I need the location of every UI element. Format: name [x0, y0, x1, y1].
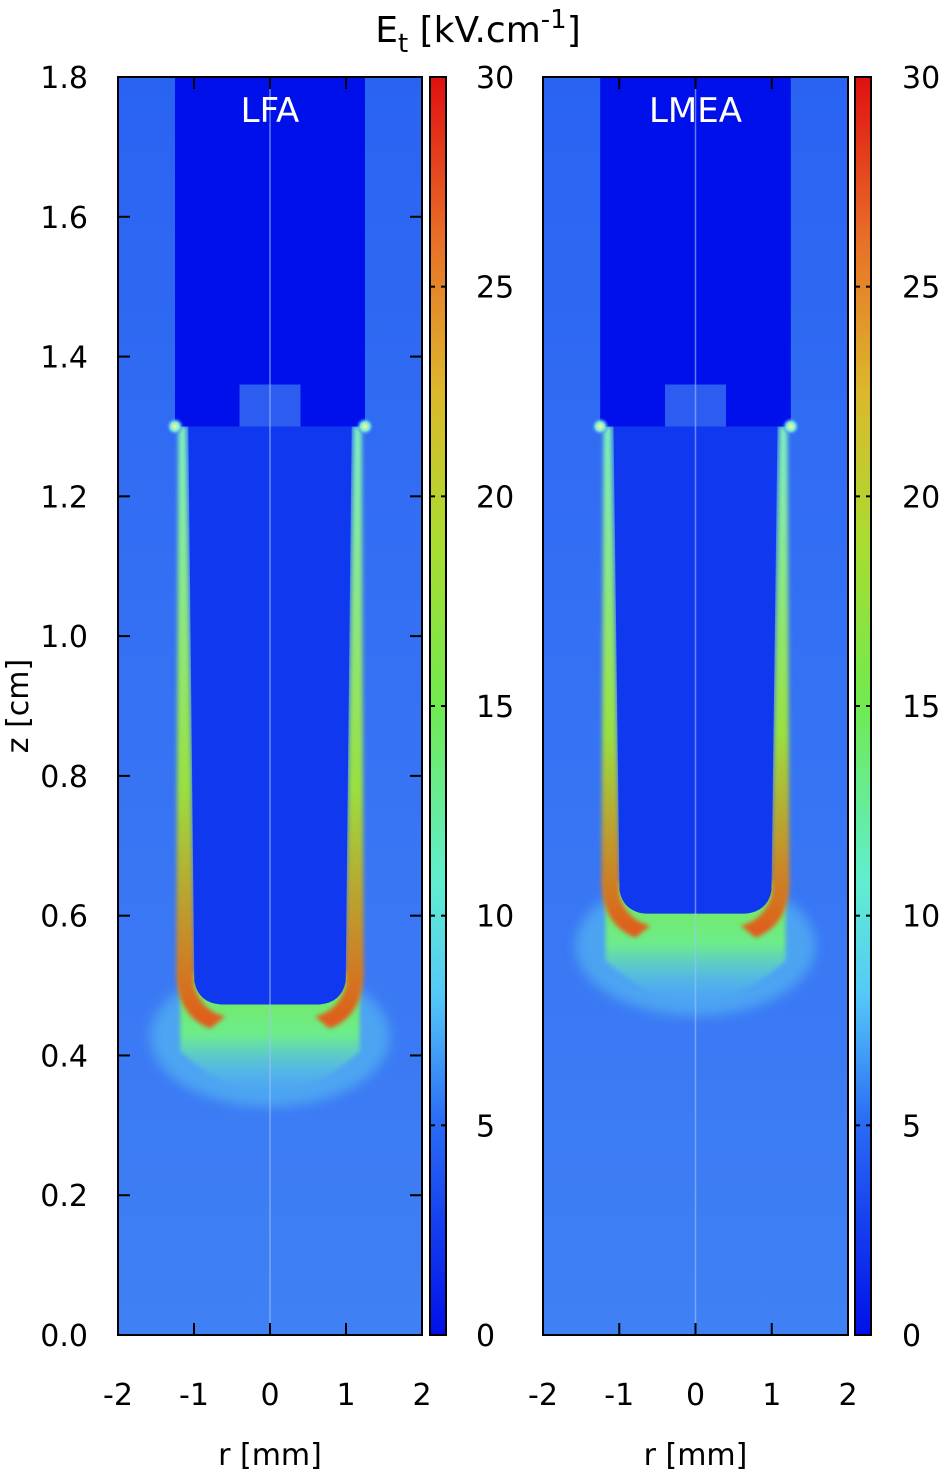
- y-tick-label: 1.2: [40, 480, 88, 515]
- colorbar-tick-label: 25: [902, 271, 940, 306]
- y-tick-label: 0.8: [40, 760, 88, 795]
- x-tick-label: 1: [336, 1378, 355, 1413]
- colorbar-tick-label: 10: [902, 900, 940, 935]
- x-tick-label: -1: [604, 1378, 634, 1413]
- colorbar-tick-label: 20: [902, 480, 940, 515]
- panel-label: LMEA: [649, 91, 742, 131]
- x-tick-label: 2: [412, 1378, 431, 1413]
- x-axis-label: r [mm]: [218, 1438, 322, 1473]
- x-tick-label: 0: [260, 1378, 279, 1413]
- title-main: E: [375, 10, 398, 51]
- figure-title: Et [kV.cm-1]: [375, 5, 581, 59]
- colorbar-tick-label: 20: [476, 480, 514, 515]
- colorbar-tick-label: 5: [476, 1109, 495, 1144]
- y-tick-label: 0.2: [40, 1179, 88, 1214]
- y-tick-label: 0.4: [40, 1039, 88, 1074]
- colorbar-tick-label: 0: [902, 1319, 921, 1354]
- y-axis-label: z [cm]: [1, 659, 36, 753]
- heatmap-field: [118, 77, 422, 1335]
- colorbar-tick-label: 10: [476, 900, 514, 935]
- title-unit: [kV.cm: [408, 10, 541, 51]
- colorbar-tick-label: 0: [476, 1319, 495, 1354]
- x-tick-label: 2: [838, 1378, 857, 1413]
- y-tick-label: 1.6: [40, 201, 88, 236]
- electrode-tip-left: [591, 417, 610, 436]
- channel-wall-right: [740, 426, 790, 938]
- channel-wall-right: [314, 426, 364, 1029]
- y-tick-label: 1.4: [40, 341, 88, 376]
- colorbar-tick-label: 15: [476, 690, 514, 725]
- colorbar-tick-label: 5: [902, 1109, 921, 1144]
- y-tick-label: 1.0: [40, 620, 88, 655]
- colorbar-tick-label: 30: [476, 61, 514, 96]
- x-tick-label: 1: [762, 1378, 781, 1413]
- heatmap-panel-1: LFA -2 -1 0 1 2 r [mm] 0.0 0.2 0.4 0.6 0.8 1.0 1.2 1.4…: [40, 61, 514, 1473]
- title-exponent: -1: [541, 5, 567, 35]
- channel-wall-left: [176, 426, 226, 1029]
- y-tick-label: 0.6: [40, 900, 88, 935]
- panel-label: LFA: [241, 91, 300, 131]
- y-tick-label: 0.0: [40, 1319, 88, 1354]
- colorbar-tick-label: 30: [902, 61, 940, 96]
- electrode-tip-right: [781, 417, 800, 436]
- electrode-tip-right: [356, 417, 374, 436]
- heatmap-panel-2: LMEA -2 -1 0 1 2 r [mm] 0 5 10 15 20 25 30: [528, 61, 940, 1473]
- title-subscript: t: [398, 29, 408, 59]
- title-close: ]: [567, 10, 581, 51]
- x-tick-label: 0: [686, 1378, 705, 1413]
- x-tick-label: -2: [528, 1378, 558, 1413]
- heatmap-field: [543, 77, 848, 1335]
- x-axis-label: r [mm]: [644, 1438, 748, 1473]
- y-tick-label: 1.8: [40, 61, 88, 96]
- colorbar-tick-label: 15: [902, 690, 940, 725]
- colorbar-tick-label: 25: [476, 271, 514, 306]
- x-tick-label: -1: [179, 1378, 209, 1413]
- x-tick-label: -2: [103, 1378, 133, 1413]
- electrode-tip-left: [166, 417, 184, 436]
- channel-wall-left: [601, 426, 651, 938]
